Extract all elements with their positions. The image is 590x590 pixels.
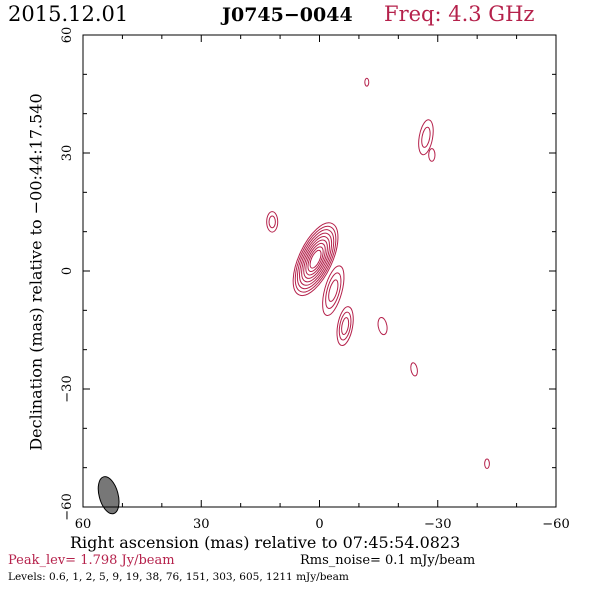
contour-0-level-4 <box>301 236 330 283</box>
source-name: J0745−0044 <box>222 4 353 26</box>
beam-ellipse <box>97 476 120 515</box>
contour-0-level-3 <box>299 232 333 286</box>
contour-3-level-1 <box>268 215 276 229</box>
contour-0-level-1 <box>294 225 337 293</box>
x-tick-label-0: 60 <box>75 517 92 532</box>
observation-date: 2015.12.01 <box>8 2 129 26</box>
plot-frame <box>82 34 557 508</box>
x-tick-label-3: −30 <box>424 517 451 532</box>
contour-2-level-1 <box>338 311 352 341</box>
x-axis-label: Right ascension (mas) relative to 07:45:… <box>70 533 461 552</box>
contour-7-level-0 <box>377 317 388 336</box>
x-tick-label-2: 0 <box>315 517 323 532</box>
x-tick-label-4: −60 <box>542 517 569 532</box>
contour-5-level-1 <box>421 126 431 148</box>
contour-1-level-2 <box>328 279 339 302</box>
rms-noise: Rms_noise= 0.1 mJy/beam <box>300 553 476 568</box>
contour-6-level-0 <box>428 148 436 162</box>
y-tick-label-4: −60 <box>60 493 75 520</box>
y-tick-label-1: 30 <box>60 145 75 162</box>
contour-1-level-0 <box>322 265 345 316</box>
contour-0-level-0 <box>292 222 339 297</box>
contour-1-level-1 <box>325 272 342 309</box>
contour-0-level-2 <box>296 229 335 290</box>
contour-2-level-2 <box>341 317 350 335</box>
beam-group <box>97 476 120 515</box>
contour-4-level-0 <box>364 77 370 87</box>
contour-8-level-0 <box>410 362 418 377</box>
contour-5-level-0 <box>418 119 434 156</box>
contour-2-level-0 <box>336 306 354 346</box>
y-tick-label-0: 60 <box>60 27 75 44</box>
contour-0-level-7 <box>307 246 324 273</box>
y-tick-label-3: −30 <box>60 375 75 402</box>
contour-group <box>266 77 490 469</box>
x-tick-label-1: 30 <box>193 517 210 532</box>
contour-0-level-5 <box>303 239 328 279</box>
contour-0-level-6 <box>305 242 326 276</box>
frequency-label: Freq: 4.3 GHz <box>384 2 535 26</box>
contour-9-level-0 <box>484 458 490 469</box>
peak-level: Peak_lev= 1.798 Jy/beam <box>8 553 175 568</box>
y-axis-label: Declination (mas) relative to −00:44:17.… <box>26 93 46 451</box>
contour-3-level-0 <box>266 211 279 233</box>
contour-0-level-8 <box>309 249 322 269</box>
contour-levels: Levels: 0.6, 1, 2, 5, 9, 19, 38, 76, 151… <box>8 571 349 583</box>
y-tick-label-2: 0 <box>60 267 75 275</box>
